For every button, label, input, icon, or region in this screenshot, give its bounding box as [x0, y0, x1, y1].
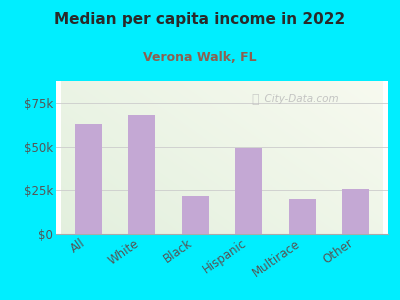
Bar [128, 115, 155, 234]
Bar [342, 188, 369, 234]
Bar [75, 124, 102, 234]
Text: Median per capita income in 2022: Median per capita income in 2022 [54, 12, 346, 27]
Bar [235, 148, 262, 234]
Bar [182, 196, 209, 234]
Text: City-Data.com: City-Data.com [258, 94, 339, 104]
Text: Verona Walk, FL: Verona Walk, FL [143, 51, 257, 64]
Bar [289, 199, 316, 234]
Text: ⓘ: ⓘ [252, 93, 259, 106]
